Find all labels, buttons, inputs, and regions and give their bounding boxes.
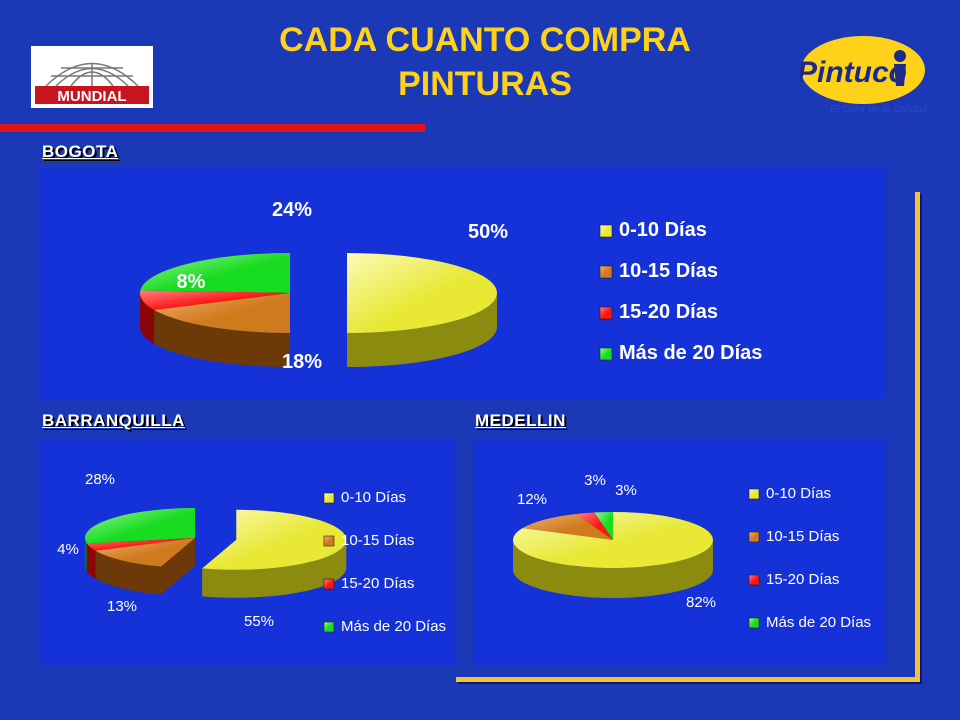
legend-label-0-10-dias: 0-10 Días	[341, 489, 406, 506]
legend-swatch-mas-de-20-dias	[599, 347, 613, 361]
legend-swatch-mas-de-20-dias	[748, 617, 760, 629]
slice-15-20-dias-top	[140, 290, 290, 311]
section-label-barranquilla: BARRANQUILLA	[42, 411, 185, 430]
legend-label-10-15-dias: 10-15 Días	[619, 260, 718, 282]
legend-label-10-15-dias: 10-15 Días	[341, 532, 414, 549]
mundial-logo: MUNDIAL	[31, 46, 153, 108]
page-title-line-1: CADA CUANTO COMPRA	[279, 21, 691, 59]
data-label-15-20-dias: 3%	[584, 472, 606, 489]
mundial-logo-text: MUNDIAL	[57, 88, 126, 105]
legend-label-mas-de-20-dias: Más de 20 Días	[766, 614, 871, 631]
slice-mas-de-20-dias-top	[84, 508, 195, 544]
barranquilla-chart-panel: 55% 13% 4% 28% 0-10 Días 10-15 Días 15-20 Días…	[40, 440, 456, 666]
barranquilla-pie-chart: 55% 13% 4% 28% 0-10 Días 10-15 Días 15-20 Días…	[57, 471, 446, 635]
data-labels: 50% 18% 8% 24%	[177, 199, 509, 373]
red-divider	[0, 124, 425, 132]
legend-label-0-10-dias: 0-10 Días	[766, 485, 831, 502]
legend-swatch-15-20-dias	[748, 574, 760, 586]
slice-10-15-dias	[95, 538, 195, 595]
slice-10-15-dias-top	[154, 293, 290, 333]
legend: 0-10 Días 10-15 Días 15-20 Días Más de 20 D…	[599, 219, 762, 364]
data-label-0-10-dias: 55%	[244, 613, 274, 630]
slice-0-10-dias	[347, 253, 497, 367]
legend-swatch-10-15-dias	[599, 265, 613, 279]
data-label-10-15-dias: 12%	[517, 491, 547, 508]
slice-0-10-dias-top	[202, 509, 347, 570]
legend-label-mas-de-20-dias: Más de 20 Días	[619, 342, 762, 364]
data-labels: 82% 12% 3% 3%	[517, 472, 716, 611]
slice-mas-de-20-dias-top	[594, 512, 613, 540]
legend-swatch-10-15-dias	[748, 531, 760, 543]
data-label-0-10-dias: 50%	[468, 221, 508, 243]
slice-0-10-dias	[202, 509, 347, 598]
legend-swatch-0-10-dias	[748, 488, 760, 500]
slice-0-10-dias	[513, 512, 713, 598]
data-label-10-15-dias: 13%	[107, 598, 137, 615]
slice-mas-de-20-dias-side	[85, 538, 87, 572]
slice-10-15-dias-top	[95, 538, 195, 567]
data-label-mas-de-20-dias: 24%	[272, 199, 312, 221]
frame-border-bottom	[456, 677, 920, 682]
medellin-chart-panel: 82% 12% 3% 3% 0-10 Días 10-15 Días 15-20 Días M…	[473, 440, 886, 666]
legend-label-15-20-dias: 15-20 Días	[766, 571, 839, 588]
legend-swatch-10-15-dias	[323, 535, 335, 547]
bogota-pie-chart: 50% 18% 8% 24% 0-10 Días 10-15 Días 15-20 Días…	[140, 199, 762, 373]
legend-swatch-15-20-dias	[599, 306, 613, 320]
pie-slices	[140, 253, 497, 367]
page-title: CADA CUANTO COMPRA PINTURAS	[200, 18, 770, 106]
legend-label-10-15-dias: 10-15 Días	[766, 528, 839, 545]
legend-label-15-20-dias: 15-20 Días	[619, 301, 718, 323]
legend-swatch-15-20-dias	[323, 578, 335, 590]
data-label-10-15-dias: 18%	[282, 351, 322, 373]
data-label-0-10-dias: 82%	[686, 594, 716, 611]
pie-slices	[513, 512, 713, 598]
legend-swatch-0-10-dias	[599, 224, 613, 238]
slice-0-10-dias-side	[202, 539, 347, 598]
slice-15-20-dias-top	[86, 538, 195, 551]
slice-15-20-dias-top	[576, 512, 613, 540]
data-label-mas-de-20-dias: 3%	[615, 482, 637, 499]
pintuco-logo: Pintuco El Color de la Calidad	[797, 34, 930, 124]
slice-0-10-dias-top	[347, 253, 497, 333]
legend: 0-10 Días 10-15 Días 15-20 Días Más de 20 D…	[748, 485, 871, 631]
slice-10-15-dias	[154, 293, 290, 367]
frame-border-right	[915, 192, 920, 682]
pie-slices	[84, 508, 347, 598]
section-label-bogota: BOGOTA	[42, 142, 119, 161]
slice-0-10-dias-top	[513, 512, 713, 568]
bogota-chart-panel: 50% 18% 8% 24% 0-10 Días 10-15 Días 15-20 Días…	[40, 168, 886, 399]
legend-label-15-20-dias: 15-20 Días	[341, 575, 414, 592]
slice-0-10-dias-side	[347, 293, 497, 367]
page-title-line-2: PINTURAS	[398, 65, 572, 103]
data-labels: 55% 13% 4% 28%	[57, 471, 274, 630]
data-label-15-20-dias: 8%	[177, 271, 206, 293]
legend-swatch-mas-de-20-dias	[323, 621, 335, 633]
data-label-mas-de-20-dias: 28%	[85, 471, 115, 488]
pintuco-logo-text: Pintuco	[800, 56, 907, 89]
data-label-15-20-dias: 4%	[57, 541, 79, 558]
section-label-medellin: MEDELLIN	[475, 411, 566, 430]
legend-label-mas-de-20-dias: Más de 20 Días	[341, 618, 446, 635]
pintuco-tagline: El Color de la Calidad	[830, 104, 927, 115]
slice-10-15-dias-top	[522, 513, 613, 540]
medellin-pie-chart: 82% 12% 3% 3% 0-10 Días 10-15 Días 15-20 Días M…	[513, 472, 871, 631]
legend: 0-10 Días 10-15 Días 15-20 Días Más de 20 D…	[323, 489, 446, 635]
slice-mas-de-20-dias-top	[140, 253, 290, 293]
legend-swatch-0-10-dias	[323, 492, 335, 504]
legend-label-0-10-dias: 0-10 Días	[619, 219, 707, 241]
